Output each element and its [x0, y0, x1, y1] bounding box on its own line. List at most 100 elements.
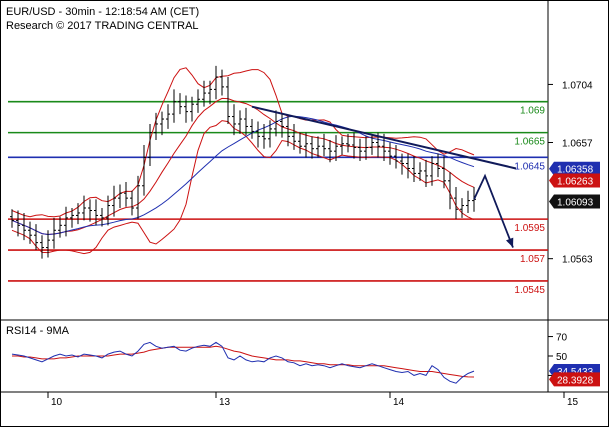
support-resistance-levels: 1.069 1.0665 1.0645 1.0595 1.057 1.0545 — [8, 100, 548, 296]
price-tick-label: 1.0657 — [562, 139, 593, 150]
upper-band — [11, 67, 475, 218]
rsi-badge-1: 28.3928 — [549, 372, 600, 387]
price-bar — [130, 190, 134, 216]
price-bar — [70, 208, 74, 228]
price-bar — [328, 140, 332, 163]
price-bar — [100, 208, 104, 227]
price-bar — [358, 138, 362, 162]
price-bar — [226, 77, 230, 124]
price-bar — [124, 182, 128, 207]
price-bar — [64, 206, 68, 237]
price-bar — [292, 123, 296, 150]
price-bar — [142, 144, 146, 196]
price-bar — [82, 195, 86, 221]
badge-shape — [549, 194, 600, 209]
price-bar — [166, 104, 170, 129]
rsi-tick-label: 50 — [556, 352, 568, 363]
level-label-5: 1.0545 — [514, 285, 545, 296]
price-bars — [10, 65, 476, 259]
price-bar — [466, 190, 470, 213]
price-bar — [76, 203, 80, 225]
price-bar — [316, 136, 320, 158]
price-bar — [196, 89, 200, 113]
price-bar — [280, 114, 284, 138]
price-bar — [202, 80, 206, 107]
price-bar — [268, 120, 272, 148]
price-bar — [118, 184, 122, 209]
badge-label: 1.06263 — [557, 176, 594, 187]
price-bar — [34, 224, 38, 251]
price-bar — [88, 199, 92, 222]
rsi-ma-line — [12, 345, 475, 378]
time-tick-label: 13 — [219, 397, 231, 408]
trendline — [251, 105, 517, 170]
price-bar — [454, 187, 458, 220]
price-bar — [148, 123, 152, 166]
badge-shape — [549, 372, 600, 387]
price-bar — [430, 156, 434, 186]
price-bar — [388, 142, 392, 165]
time-tick-label: 14 — [393, 397, 405, 408]
price-bar — [28, 221, 32, 244]
price-bar — [304, 132, 308, 158]
price-bar — [436, 153, 440, 178]
price-bar — [184, 95, 188, 123]
price-bar — [286, 116, 290, 147]
price-bar — [232, 104, 236, 136]
price-bar — [136, 175, 140, 220]
projection-path — [473, 173, 514, 248]
time-tick-label: 10 — [51, 397, 63, 408]
price-bar — [160, 111, 164, 136]
price-bar — [16, 210, 20, 237]
price-bar — [154, 112, 158, 141]
price-bar — [220, 69, 224, 96]
price-bar — [250, 119, 254, 139]
price-bar — [298, 132, 302, 154]
price-bar — [274, 110, 278, 137]
badge-shape — [549, 161, 600, 176]
price-bar — [424, 159, 428, 188]
chart-title: EUR/USD - 30min - 12:18:54 AM (CET) — [6, 6, 199, 18]
time-tick-label: 15 — [567, 397, 579, 408]
resistance-trendline — [251, 105, 517, 170]
slow-ma — [11, 115, 475, 236]
time-axis: 10 13 14 15 — [47, 392, 579, 408]
price-bar — [214, 65, 218, 100]
price-bar — [52, 217, 56, 249]
price-bar — [244, 107, 248, 136]
price-bar — [94, 199, 98, 226]
level-label-0: 1.069 — [520, 106, 545, 117]
badge-label: 28.3928 — [557, 375, 594, 386]
price-bar — [442, 156, 446, 189]
price-bar — [40, 235, 44, 259]
price-bar — [190, 96, 194, 122]
price-bar — [178, 93, 182, 115]
chart-subtitle: Research © 2017 TRADING CENTRAL — [6, 20, 199, 32]
price-badge-1: 1.06263 — [549, 173, 600, 188]
price-tick-label: 1.0704 — [562, 80, 593, 91]
price-bar — [400, 153, 404, 175]
price-bar — [10, 209, 14, 228]
price-axis: 1.0704 1.0657 1.0563 — [548, 80, 593, 266]
price-bar — [58, 216, 62, 238]
badge-label: 1.06093 — [557, 197, 594, 208]
price-bar — [448, 172, 452, 210]
price-bar — [340, 136, 344, 155]
price-bar — [310, 136, 314, 159]
price-bar — [394, 144, 398, 169]
level-label-1: 1.0665 — [514, 137, 545, 148]
price-badge-0: 1.06358 — [549, 161, 600, 176]
projection-arrow — [473, 173, 514, 248]
price-bar — [208, 80, 212, 105]
price-tick-label: 1.0563 — [562, 255, 593, 266]
level-label-2: 1.0645 — [514, 161, 545, 172]
price-bar — [106, 195, 110, 226]
moving-average-line — [11, 115, 475, 236]
price-badge-2: 1.06093 — [549, 194, 600, 209]
price-bar — [262, 123, 266, 149]
level-label-4: 1.057 — [520, 254, 545, 265]
price-bar — [22, 212, 26, 241]
price-bar — [352, 132, 356, 159]
